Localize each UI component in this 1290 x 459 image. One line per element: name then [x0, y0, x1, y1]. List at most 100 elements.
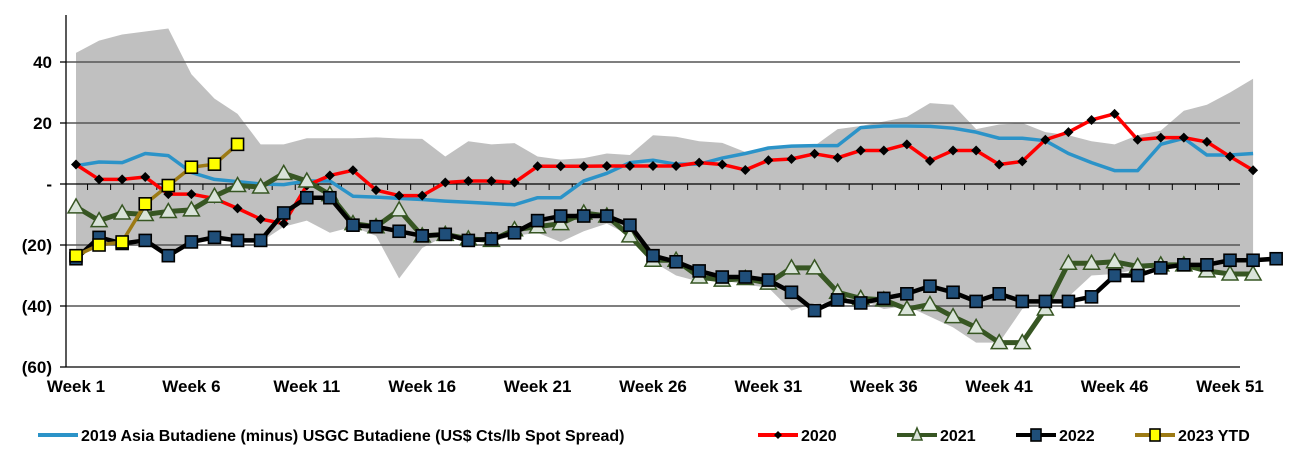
data-point-triangle [620, 226, 640, 243]
data-point-diamond [1086, 114, 1097, 125]
data-point-diamond [740, 164, 751, 175]
data-point-diamond [509, 177, 520, 188]
series-layer [66, 108, 1283, 350]
data-point-diamond [763, 155, 774, 166]
series-line [75, 124, 1254, 207]
data-point-square [715, 270, 730, 284]
data-point-diamond [832, 152, 843, 163]
y-tick-label: (40) [22, 297, 52, 316]
data-point-square [161, 248, 176, 263]
data-point-square [1153, 261, 1168, 275]
data-point-diamond [1063, 127, 1074, 138]
y-tick-label: 40 [33, 53, 52, 72]
data-point-diamond [994, 159, 1005, 170]
data-point-square [1030, 428, 1042, 442]
data-point-triangle [297, 171, 317, 188]
x-tick-label: Week 36 [850, 377, 918, 396]
data-point-square [346, 218, 360, 232]
data-point-square [276, 206, 291, 220]
data-point-square [923, 279, 937, 293]
data-point-triangle [1243, 264, 1263, 281]
data-point-triangle [1105, 252, 1124, 269]
data-point-square [1107, 268, 1122, 283]
data-point-square [576, 209, 591, 223]
data-point-square [138, 233, 153, 248]
data-point-square [184, 160, 199, 175]
data-point-diamond [255, 214, 266, 225]
data-point-diamond [855, 145, 866, 156]
data-point-diamond [948, 145, 959, 156]
data-point-triangle [943, 307, 963, 324]
data-point-diamond [1248, 165, 1259, 176]
series-2019 [75, 124, 1254, 207]
data-point-triangle [966, 317, 986, 335]
data-point-diamond [140, 171, 151, 182]
data-point-diamond [440, 177, 451, 188]
x-tick-label: Week 1 [47, 377, 105, 396]
x-tick-label: Week 6 [162, 377, 220, 396]
data-point-square [830, 293, 845, 307]
x-tick-label: Week 11 [273, 377, 340, 396]
data-point-triangle [159, 201, 178, 219]
data-point-square [992, 286, 1007, 301]
data-point-triangle [1059, 253, 1078, 271]
data-point-square [415, 229, 430, 243]
data-point-diamond [417, 190, 428, 201]
data-point-triangle [910, 426, 924, 441]
data-point-diamond [1132, 134, 1143, 145]
legend-label: 2022 [1059, 428, 1095, 445]
data-point-square [323, 190, 337, 205]
data-point-triangle [782, 258, 801, 275]
data-point-square [738, 270, 753, 284]
data-point-diamond [624, 161, 635, 172]
data-point-square [461, 233, 476, 248]
data-point-square [369, 219, 383, 234]
data-point-square [138, 197, 153, 211]
data-point-square [969, 294, 983, 309]
x-tick-label: Week 46 [1081, 377, 1149, 396]
legend-label: 2019 Asia Butadiene (minus) USGC Butadie… [81, 428, 625, 445]
series-2023-ytd [69, 137, 245, 263]
data-point-square [507, 226, 522, 240]
data-point-triangle [89, 211, 109, 228]
data-point-triangle [1012, 333, 1032, 350]
data-point-diamond [694, 157, 705, 168]
data-point-diamond [878, 145, 889, 156]
data-point-square [1130, 268, 1145, 283]
data-point-triangle [112, 203, 132, 220]
data-point-square [230, 137, 245, 152]
y-tick-label: (20) [22, 236, 52, 255]
legend-item: 2019 Asia Butadiene (minus) USGC Butadie… [38, 428, 625, 445]
x-tick-label: Week 26 [619, 377, 687, 396]
data-point-square [69, 248, 83, 263]
series-2020 [71, 108, 1259, 229]
data-point-diamond [1109, 108, 1120, 119]
data-point-square [484, 232, 499, 246]
data-point-diamond [1040, 134, 1051, 145]
data-point-square [761, 273, 776, 287]
data-point-triangle [251, 177, 270, 194]
data-point-square [1061, 294, 1076, 309]
data-point-diamond [717, 159, 728, 170]
data-point-square [553, 209, 568, 223]
data-point-square [1038, 294, 1053, 309]
data-point-diamond [924, 155, 935, 166]
data-point-diamond [324, 170, 335, 181]
data-point-square [1246, 253, 1260, 268]
data-point-square [1084, 290, 1099, 304]
x-tick-label: Week 21 [504, 377, 572, 396]
legend-label: 2023 YTD [1178, 428, 1250, 445]
data-point-triangle [989, 333, 1009, 350]
data-point-square [623, 218, 637, 232]
data-point-square [530, 213, 545, 228]
data-point-diamond [1017, 156, 1028, 167]
data-point-diamond [71, 159, 81, 170]
data-point-square [115, 235, 129, 249]
data-point-square [600, 209, 614, 223]
y-tick-label: 20 [33, 114, 52, 133]
data-point-triangle [897, 299, 917, 316]
data-point-square [230, 233, 245, 248]
data-point-diamond [671, 161, 682, 172]
data-point-triangle [228, 176, 247, 193]
